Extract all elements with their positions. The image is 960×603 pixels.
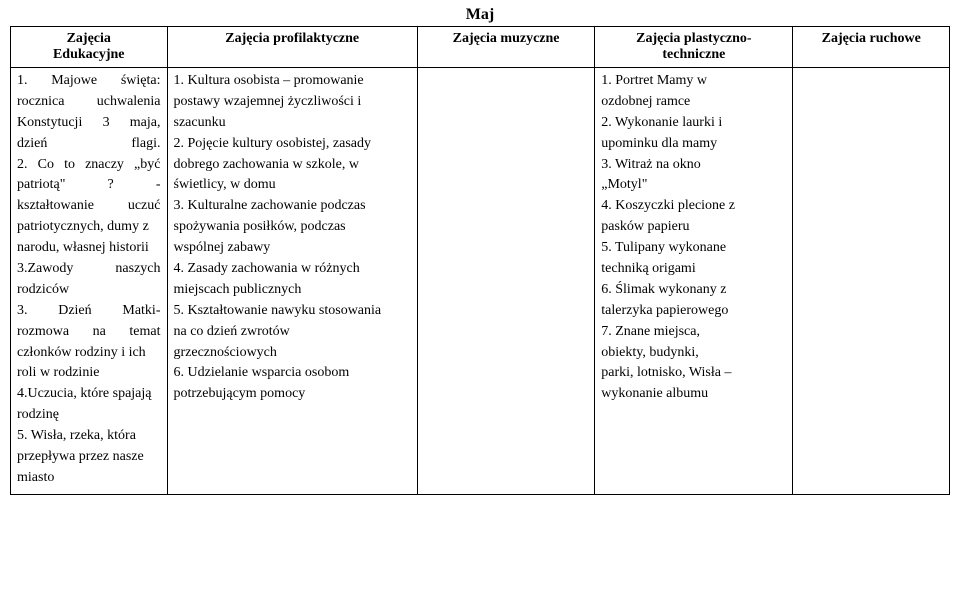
t: „być bbox=[134, 156, 160, 175]
t: wykonanie albumu bbox=[601, 385, 786, 404]
t: święta: bbox=[121, 72, 161, 91]
t: 3. bbox=[17, 302, 28, 321]
t: 6. Udzielanie wsparcia osobom bbox=[174, 364, 411, 383]
t: uczuć bbox=[128, 197, 161, 216]
t: „Motyl" bbox=[601, 176, 786, 195]
header-col4-l1: Zajęcia plastyczno- bbox=[636, 31, 751, 46]
t: kształtowanie bbox=[17, 197, 94, 216]
t: 5. Tulipany wykonane bbox=[601, 239, 786, 258]
t: Co bbox=[38, 156, 54, 175]
t: rodziców bbox=[17, 281, 161, 300]
t: ozdobnej ramce bbox=[601, 93, 786, 112]
t: 1. bbox=[17, 72, 28, 91]
t: 5. Wisła, rzeka, która bbox=[17, 427, 161, 446]
t: upominku dla mamy bbox=[601, 135, 786, 154]
t: postawy wzajemnej życzliwości i bbox=[174, 93, 411, 112]
document-page: Maj Zajęcia Edukacyjne Zajęcia profilakt… bbox=[0, 0, 960, 495]
schedule-table: Zajęcia Edukacyjne Zajęcia profilaktyczn… bbox=[10, 26, 950, 495]
t: naszych bbox=[115, 260, 160, 279]
t: rocznica bbox=[17, 93, 64, 112]
t: dobrego zachowania w szkole, w bbox=[174, 156, 411, 175]
t: narodu, własnej historii bbox=[17, 239, 161, 258]
t: Konstytucji bbox=[17, 114, 82, 133]
t: 4. Zasady zachowania w różnych bbox=[174, 260, 411, 279]
t: pasków papieru bbox=[601, 218, 786, 237]
t: na bbox=[93, 323, 106, 342]
t: maja, bbox=[130, 114, 161, 133]
t: znaczy bbox=[85, 156, 124, 175]
t: 7. Znane miejsca, bbox=[601, 323, 786, 342]
cell-edukacyjne: 1. Majowe święta: rocznica uchwalenia Konst… bbox=[11, 68, 168, 495]
t: 1. Kultura osobista – promowanie bbox=[174, 72, 411, 91]
t: grzecznościowych bbox=[174, 344, 411, 363]
t: Matki- bbox=[122, 302, 160, 321]
t: 3.Zawody bbox=[17, 260, 73, 279]
t: spożywania posiłków, podczas bbox=[174, 218, 411, 237]
t: rodzinę bbox=[17, 406, 161, 425]
t: rozmowa bbox=[17, 323, 69, 342]
t: 2. bbox=[17, 156, 28, 175]
header-col1: Zajęcia Edukacyjne bbox=[11, 27, 168, 68]
t: - bbox=[156, 176, 161, 195]
t: patriotą" bbox=[17, 176, 65, 195]
t: członków rodziny i ich bbox=[17, 344, 161, 363]
t: to bbox=[64, 156, 75, 175]
header-col3: Zajęcia muzyczne bbox=[417, 27, 594, 68]
t: ? bbox=[108, 176, 114, 195]
t: przepływa przez nasze bbox=[17, 448, 161, 467]
t: Dzień bbox=[58, 302, 91, 321]
t: 2. Pojęcie kultury osobistej, zasady bbox=[174, 135, 411, 154]
header-row: Zajęcia Edukacyjne Zajęcia profilaktyczn… bbox=[11, 27, 950, 68]
content-row: 1. Majowe święta: rocznica uchwalenia Konst… bbox=[11, 68, 950, 495]
t: miasto bbox=[17, 469, 161, 488]
header-col1-l2: Edukacyjne bbox=[53, 47, 125, 62]
t: parki, lotnisko, Wisła – bbox=[601, 364, 786, 383]
t: roli w rodzinie bbox=[17, 364, 161, 383]
header-col1-l1: Zajęcia bbox=[67, 31, 111, 46]
cell-muzyczne bbox=[417, 68, 594, 495]
t: 1. Portret Mamy w bbox=[601, 72, 786, 91]
t: na co dzień zwrotów bbox=[174, 323, 411, 342]
month-title: Maj bbox=[10, 6, 950, 24]
t: 4. Koszyczki plecione z bbox=[601, 197, 786, 216]
cell-ruchowe bbox=[793, 68, 950, 495]
t: talerzyka papierowego bbox=[601, 302, 786, 321]
t: 5. Kształtowanie nawyku stosowania bbox=[174, 302, 411, 321]
t: 3. Kulturalne zachowanie podczas bbox=[174, 197, 411, 216]
header-col4: Zajęcia plastyczno- techniczne bbox=[595, 27, 793, 68]
t: flagi. bbox=[131, 135, 160, 154]
t: 3 bbox=[103, 114, 110, 133]
t: temat bbox=[129, 323, 160, 342]
t: dzień bbox=[17, 135, 47, 154]
cell-profilaktyczne: 1. Kultura osobista – promowanie postawy… bbox=[167, 68, 417, 495]
t: świetlicy, w domu bbox=[174, 176, 411, 195]
t: 2. Wykonanie laurki i bbox=[601, 114, 786, 133]
header-col5: Zajęcia ruchowe bbox=[793, 27, 950, 68]
t: potrzebującym pomocy bbox=[174, 385, 411, 404]
t: Majowe bbox=[51, 72, 97, 91]
t: techniką origami bbox=[601, 260, 786, 279]
t: obiekty, budynki, bbox=[601, 344, 786, 363]
t: 6. Ślimak wykonany z bbox=[601, 281, 786, 300]
t: patriotycznych, dumy z bbox=[17, 218, 161, 237]
header-col4-l2: techniczne bbox=[662, 47, 725, 62]
t: uchwalenia bbox=[97, 93, 161, 112]
cell-plastyczne: 1. Portret Mamy w ozdobnej ramce 2. Wyko… bbox=[595, 68, 793, 495]
t: miejscach publicznych bbox=[174, 281, 411, 300]
header-col2: Zajęcia profilaktyczne bbox=[167, 27, 417, 68]
t: wspólnej zabawy bbox=[174, 239, 411, 258]
t: 3. Witraż na okno bbox=[601, 156, 786, 175]
t: 4.Uczucia, które spajają bbox=[17, 385, 161, 404]
t: szacunku bbox=[174, 114, 411, 133]
